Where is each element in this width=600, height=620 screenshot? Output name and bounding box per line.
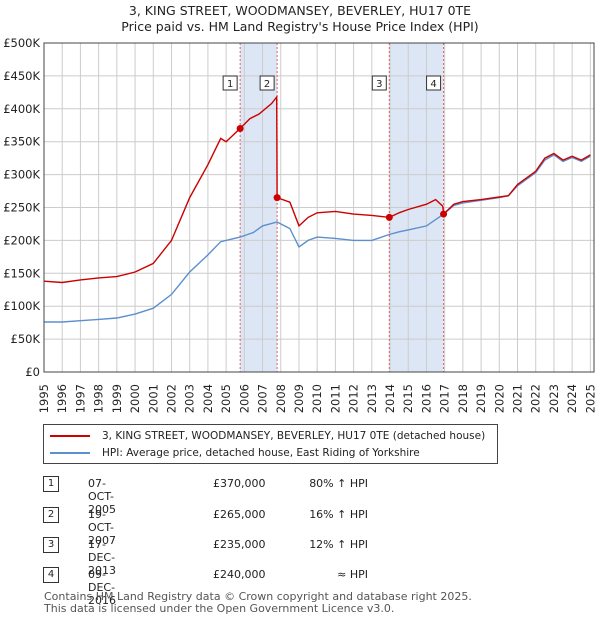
- transaction-date: 07-OCT-2005: [88, 477, 116, 516]
- x-tick-label: 2025: [583, 384, 597, 413]
- x-tick-label: 2006: [237, 384, 251, 413]
- transaction-hpi: 16% ↑ HPI: [309, 508, 368, 521]
- x-tick-label: 2024: [565, 384, 579, 413]
- x-tick-label: 2010: [310, 384, 324, 413]
- transaction-price: £235,000: [213, 538, 266, 551]
- x-tick-label: 2008: [274, 384, 288, 413]
- transaction-hpi: ≈ HPI: [337, 568, 368, 581]
- sale-label-number: 1: [227, 79, 233, 90]
- x-tick-label: 1998: [92, 384, 106, 413]
- x-tick-label: 2015: [401, 384, 415, 413]
- x-tick-label: 1995: [37, 384, 51, 413]
- x-tick-label: 2011: [328, 384, 342, 413]
- y-tick-label: £300K: [3, 168, 40, 182]
- transaction-number: 4: [43, 567, 59, 583]
- transaction-number: 3: [43, 537, 59, 553]
- transaction-number: 1: [43, 476, 59, 492]
- legend-item-hpi: HPI: Average price, detached house, East…: [44, 445, 420, 461]
- transaction-date: 19-OCT-2007: [88, 508, 116, 547]
- series-line: [43, 94, 591, 284]
- y-tick-label: £200K: [3, 233, 40, 247]
- y-tick-label: £50K: [11, 332, 41, 346]
- x-tick-label: 2014: [383, 384, 397, 413]
- sale-label-box: [222, 75, 238, 91]
- transaction-hpi: 12% ↑ HPI: [309, 538, 368, 551]
- x-tick-label: 2001: [146, 384, 160, 413]
- transaction-hpi: 80% ↑ HPI: [309, 477, 368, 490]
- legend-swatch-price: [50, 435, 90, 437]
- x-tick-label: 2007: [256, 384, 270, 413]
- sale-point: [385, 213, 393, 221]
- plot-frame: [43, 42, 595, 373]
- x-tick-label: 2021: [511, 384, 525, 413]
- x-tick-label: 2005: [219, 384, 233, 413]
- transaction-price: £370,000: [213, 477, 266, 490]
- y-tick-label: £250K: [3, 201, 40, 215]
- x-tick-label: 2013: [365, 384, 379, 413]
- transaction-date: 09-DEC-2016: [88, 568, 116, 607]
- footer-copyright: Contains HM Land Registry data © Crown c…: [44, 590, 472, 603]
- x-tick-label: 2023: [547, 384, 561, 413]
- x-tick-label: 2019: [474, 384, 488, 413]
- x-tick-label: 2018: [456, 384, 470, 413]
- x-tick-label: 2016: [419, 384, 433, 413]
- chart-title: 3, KING STREET, WOODMANSEY, BEVERLEY, HU…: [128, 3, 472, 18]
- footer-licence: This data is licensed under the Open Gov…: [44, 602, 395, 615]
- legend: 3, KING STREET, WOODMANSEY, BEVERLEY, HU…: [43, 424, 498, 464]
- x-tick-label: 2020: [492, 384, 506, 413]
- sale-point: [273, 194, 281, 202]
- legend-label-hpi: HPI: Average price, detached house, East…: [102, 447, 420, 459]
- x-tick-label: 2022: [529, 384, 543, 413]
- legend-swatch-hpi: [50, 452, 90, 454]
- y-tick-label: £450K: [3, 69, 40, 83]
- x-tick-label: 2012: [347, 384, 361, 413]
- sale-label-box: [426, 75, 442, 91]
- x-tick-label: 2002: [164, 384, 178, 413]
- x-tick-label: 2003: [183, 384, 197, 413]
- y-tick-label: £400K: [3, 102, 40, 116]
- y-tick-label: £100K: [3, 299, 40, 313]
- transaction-number: 2: [43, 507, 59, 523]
- transaction-price: £240,000: [213, 568, 266, 581]
- y-tick-label: £500K: [3, 36, 40, 50]
- x-tick-label: 1996: [55, 384, 69, 413]
- sale-label-box: [371, 75, 387, 91]
- legend-label-price: 3, KING STREET, WOODMANSEY, BEVERLEY, HU…: [102, 430, 486, 442]
- sale-label-number: 3: [376, 79, 382, 90]
- x-tick-label: 1999: [110, 384, 124, 413]
- x-tick-label: 2017: [438, 384, 452, 413]
- x-tick-label: 2009: [292, 384, 306, 413]
- sale-label-box: [259, 75, 275, 91]
- series-line: [44, 154, 591, 323]
- transaction-date: 17-DEC-2013: [88, 538, 116, 577]
- x-tick-label: 2000: [128, 384, 142, 413]
- sale-label-number: 2: [264, 79, 270, 90]
- y-tick-label: £150K: [3, 266, 40, 280]
- chart-subtitle: Price paid vs. HM Land Registry's House …: [121, 19, 479, 34]
- sale-point: [236, 125, 244, 133]
- sale-point: [440, 210, 448, 218]
- sale-label-number: 4: [430, 79, 436, 90]
- price-chart: 1 2 3 4 £0 £50K £100K £150K £200K £250K £300K £350…: [3, 36, 597, 413]
- x-tick-label: 1997: [73, 384, 87, 413]
- y-tick-label: £0: [25, 365, 40, 379]
- legend-item-price: 3, KING STREET, WOODMANSEY, BEVERLEY, HU…: [44, 428, 485, 444]
- x-tick-label: 2004: [201, 384, 215, 413]
- transaction-price: £265,000: [213, 508, 266, 521]
- y-tick-label: £350K: [3, 135, 40, 149]
